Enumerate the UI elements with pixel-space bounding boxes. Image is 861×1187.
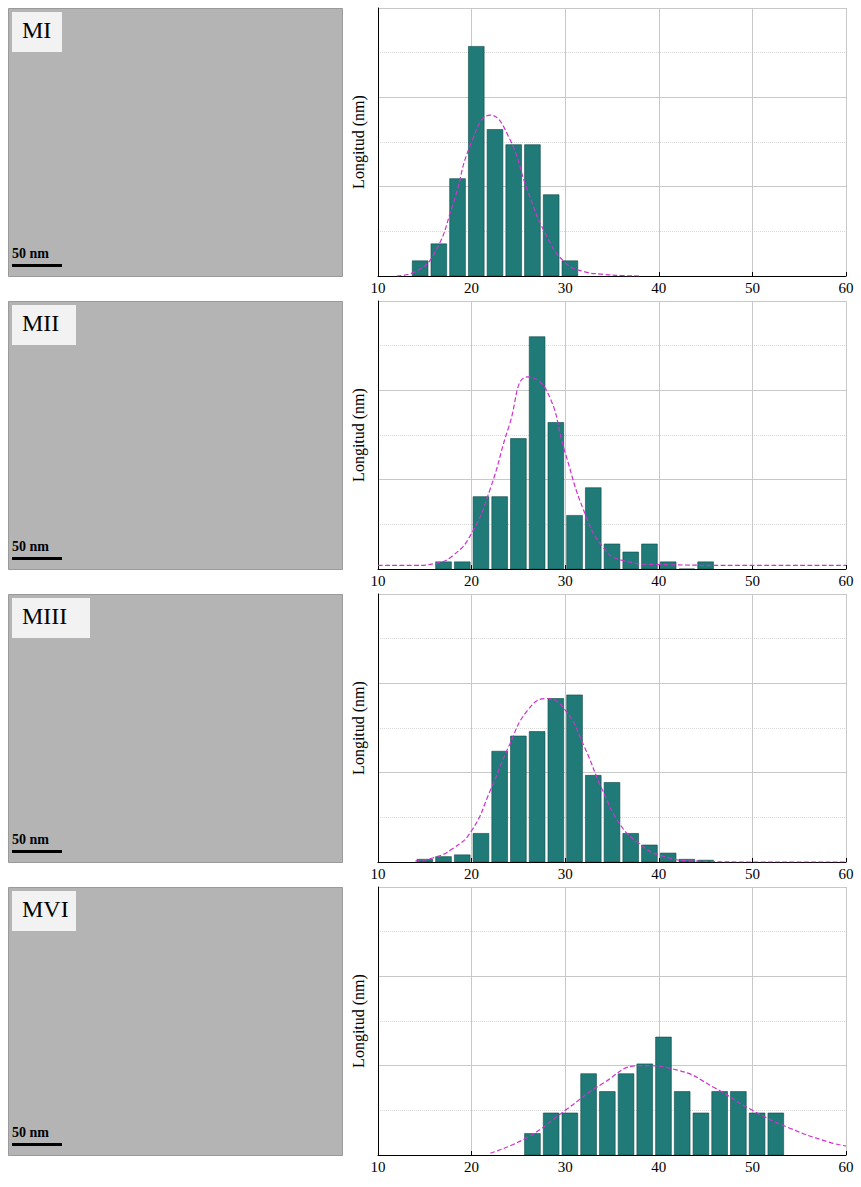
- svg-text:20: 20: [464, 1159, 479, 1175]
- svg-text:40: 40: [651, 1159, 666, 1175]
- svg-text:20: 20: [464, 573, 479, 589]
- svg-text:MIII: MIII: [22, 603, 67, 629]
- svg-text:40: 40: [651, 573, 666, 589]
- svg-text:50: 50: [745, 1159, 760, 1175]
- svg-text:MI: MI: [22, 17, 51, 43]
- svg-text:10: 10: [371, 280, 386, 296]
- svg-text:Longitud (nm): Longitud (nm): [350, 95, 368, 189]
- svg-text:MII: MII: [22, 310, 59, 336]
- svg-text:30: 30: [558, 280, 573, 296]
- svg-text:50 nm: 50 nm: [12, 539, 49, 554]
- svg-text:60: 60: [839, 866, 854, 882]
- svg-text:Longitud (nm): Longitud (nm): [350, 388, 368, 482]
- svg-text:40: 40: [651, 280, 666, 296]
- svg-text:60: 60: [839, 573, 854, 589]
- svg-text:60: 60: [839, 1159, 854, 1175]
- svg-text:10: 10: [371, 573, 386, 589]
- svg-text:50 nm: 50 nm: [12, 1125, 49, 1140]
- svg-text:Longitud (nm): Longitud (nm): [350, 974, 368, 1068]
- svg-text:30: 30: [558, 866, 573, 882]
- svg-text:10: 10: [371, 1159, 386, 1175]
- svg-text:50 nm: 50 nm: [12, 246, 49, 261]
- svg-text:20: 20: [464, 866, 479, 882]
- svg-text:20: 20: [464, 280, 479, 296]
- svg-text:50: 50: [745, 280, 760, 296]
- svg-text:40: 40: [651, 866, 666, 882]
- svg-text:50: 50: [745, 866, 760, 882]
- svg-text:10: 10: [371, 866, 386, 882]
- svg-text:30: 30: [558, 1159, 573, 1175]
- svg-text:50: 50: [745, 573, 760, 589]
- svg-text:MVI: MVI: [22, 896, 69, 922]
- svg-text:Longitud (nm): Longitud (nm): [350, 681, 368, 775]
- svg-text:50 nm: 50 nm: [12, 832, 49, 847]
- svg-text:30: 30: [558, 573, 573, 589]
- svg-text:60: 60: [839, 280, 854, 296]
